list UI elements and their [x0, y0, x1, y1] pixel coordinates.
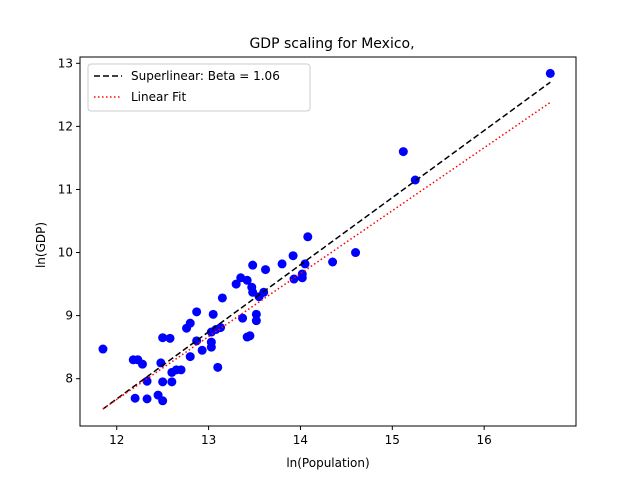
legend: Superlinear: Beta = 1.06 Linear Fit: [88, 64, 310, 111]
data-point: [248, 261, 257, 270]
plot-area: [98, 69, 554, 409]
x-tick-label: 12: [109, 433, 124, 447]
data-point: [166, 334, 175, 343]
y-axis-ticks: 8 9 10 11 12 13: [58, 56, 80, 385]
superlinear-fit-line: [103, 82, 550, 409]
data-point: [399, 147, 408, 156]
data-point: [167, 377, 176, 386]
linear-fit-line: [103, 102, 550, 409]
data-point: [351, 248, 360, 257]
x-tick-label: 14: [293, 433, 308, 447]
data-point: [218, 293, 227, 302]
x-tick-label: 16: [477, 433, 492, 447]
data-point: [216, 323, 225, 332]
x-axis-label: ln(Population): [286, 456, 369, 470]
y-tick-label: 13: [58, 56, 73, 70]
data-point: [252, 316, 261, 325]
x-tick-label: 13: [201, 433, 216, 447]
data-point: [143, 394, 152, 403]
data-point: [303, 232, 312, 241]
y-tick-label: 12: [58, 119, 73, 133]
data-point: [213, 363, 222, 372]
x-tick-label: 15: [385, 433, 400, 447]
data-point: [186, 319, 195, 328]
data-point: [158, 396, 167, 405]
data-point: [138, 360, 147, 369]
legend-label: Superlinear: Beta = 1.06: [131, 69, 280, 83]
y-tick-label: 9: [65, 309, 73, 323]
data-point: [158, 377, 167, 386]
data-point: [289, 251, 298, 260]
y-axis-label: ln(GDP): [34, 222, 48, 268]
data-point: [278, 259, 287, 268]
data-point: [261, 265, 270, 274]
data-point: [238, 314, 247, 323]
data-point: [290, 275, 299, 284]
y-tick-label: 11: [58, 182, 73, 196]
data-point: [546, 69, 555, 78]
data-point: [328, 258, 337, 267]
x-axis-ticks: 12 13 14 15 16: [109, 426, 492, 447]
legend-label: Linear Fit: [131, 90, 186, 104]
chart-title: GDP scaling for Mexico,: [249, 36, 414, 52]
data-point: [98, 345, 107, 354]
data-point: [198, 346, 207, 355]
data-point: [207, 338, 216, 347]
y-tick-label: 10: [58, 246, 73, 260]
data-point: [245, 331, 254, 340]
data-point: [186, 352, 195, 361]
y-tick-label: 8: [65, 372, 73, 386]
data-point: [192, 307, 201, 316]
data-point: [131, 394, 140, 403]
data-point: [177, 365, 186, 374]
data-point: [209, 310, 218, 319]
